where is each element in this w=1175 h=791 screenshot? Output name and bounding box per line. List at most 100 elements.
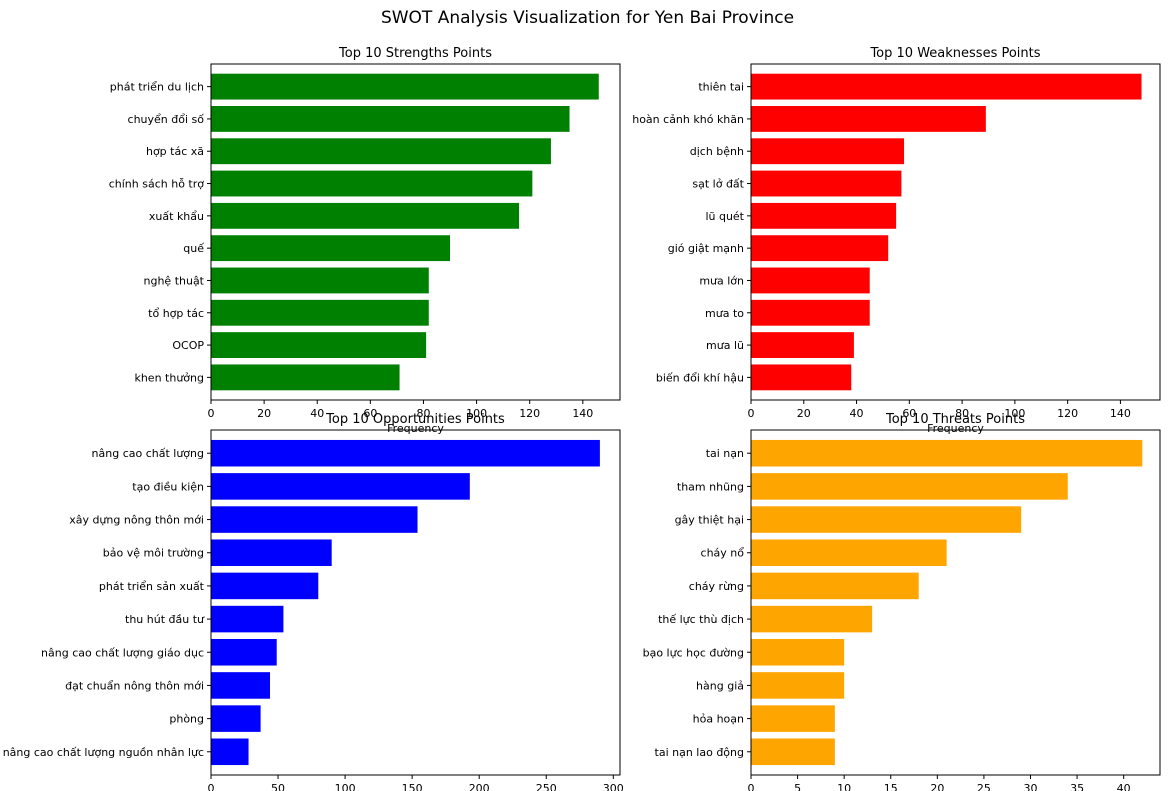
threats-xtick-label: 0 [748,782,755,791]
weaknesses-xtick-label: 140 [1110,407,1131,420]
opportunities-bar [211,473,470,500]
threats-category-label: bạo lực học đường [643,646,744,659]
threats-xtick-label: 20 [930,782,944,791]
weaknesses-category-label: gió giật mạnh [668,242,744,255]
strengths-category-label: tổ hợp tác [148,307,204,320]
strengths-category-label: xuất khẩu [149,210,204,223]
threats-xtick-label: 10 [837,782,851,791]
threats-plot-frame [750,429,1161,776]
opportunities-xtick-label: 50 [271,782,285,791]
threats-xtick-label: 30 [1023,782,1037,791]
weaknesses-xtick-label: 40 [850,407,864,420]
weaknesses-bar [751,235,889,262]
opportunities-bar [211,439,600,467]
strengths-bar [211,138,551,165]
opportunities-bar [211,672,271,699]
threats-category-label: tham nhũng [677,480,744,493]
threats-category-label: cháy nổ [701,547,745,560]
threats-xtick-label: 40 [1117,782,1131,791]
opportunities-xtick-label: 300 [603,782,624,791]
opportunities-xtick-label: 150 [402,782,423,791]
weaknesses-bar [751,299,870,326]
threats-category-label: gây thiệt hại [675,514,744,527]
opportunities-category-label: nâng cao chất lượng [92,447,204,460]
opportunities-category-label: nâng cao chất lượng nguồn nhân lực [3,746,204,759]
weaknesses-bar [751,364,852,391]
weaknesses-bar [751,267,870,294]
strengths-xtick-label: 140 [572,407,593,420]
opportunities-xtick-label: 0 [208,782,215,791]
strengths-bar [211,267,429,294]
threats-bar [751,539,947,567]
strengths-category-label: quế [183,242,204,255]
weaknesses-category-label: mưa lũ [706,339,744,352]
threats-panel-title: Top 10 Threats Points [885,412,1025,427]
strengths-plot-frame [210,63,621,401]
opportunities-bar [211,506,418,533]
opportunities-category-label: tạo điều kiện [132,480,204,493]
strengths-bar [211,364,400,391]
strengths-category-label: khen thưởng [134,371,204,384]
opportunities-xtick-label: 250 [536,782,557,791]
weaknesses-bar [751,170,902,197]
weaknesses-bar [751,202,897,229]
weaknesses-bar [751,73,1142,100]
threats-xtick-label: 5 [794,782,801,791]
threats-bar [751,605,873,633]
opportunities-category-label: phát triển sản xuất [99,580,205,593]
threats-category-label: cháy rừng [689,580,744,593]
weaknesses-category-label: thiên tai [698,81,744,94]
threats-category-label: tai nạn [706,447,744,460]
opportunities-bar [211,605,284,633]
weaknesses-category-label: mưa lớn [699,274,744,287]
opportunities-xtick-label: 200 [469,782,490,791]
strengths-bar [211,106,570,132]
opportunities-xtick-label: 100 [335,782,356,791]
strengths-xtick-label: 20 [257,407,271,420]
opportunities-category-label: bảo vệ môi trường [103,547,204,560]
threats-xtick-label: 35 [1070,782,1084,791]
strengths-category-label: nghệ thuật [144,274,205,287]
opportunities-plot-frame [210,429,621,776]
threats-category-label: hỏa hoạn [693,713,744,726]
opportunities-category-label: đạt chuẩn nông thôn mới [65,679,204,692]
weaknesses-xtick-label: 100 [1004,407,1025,420]
weaknesses-category-label: dịch bệnh [690,145,744,158]
weaknesses-category-label: biến đổi khí hậu [656,371,744,384]
weaknesses-category-label: hoàn cảnh khó khăn [632,113,744,126]
weaknesses-bar [751,106,986,132]
threats-bar [751,638,845,666]
opportunities-bar [211,638,277,666]
threats-bar [751,506,1022,533]
weaknesses-category-label: lũ quét [705,210,744,223]
weaknesses-xlabel: Frequency [927,422,984,435]
weaknesses-xtick-label: 120 [1057,407,1078,420]
opportunities-category-label: xây dựng nông thôn mới [69,514,204,527]
strengths-bar [211,235,451,262]
opportunities-bar [211,705,261,732]
weaknesses-bar [751,332,854,358]
strengths-bar [211,332,427,358]
weaknesses-category-label: mưa to [705,307,744,320]
strengths-bar [211,202,520,229]
opportunities-category-label: nâng cao chất lượng giáo dục [41,646,204,659]
strengths-xtick-label: 100 [466,407,487,420]
opportunities-bar [211,572,319,600]
opportunities-panel-title: Top 10 Opportunities Points [325,412,505,427]
threats-bar [751,705,835,732]
strengths-category-label: phát triển du lịch [110,81,204,94]
strengths-xtick-label: 80 [416,407,430,420]
strengths-bar [211,170,533,197]
weaknesses-chart: Top 10 Weaknesses Points thiên tai hoàn cả… [632,46,1161,435]
strengths-bar [211,299,429,326]
opportunities-category-label: phòng [169,713,204,726]
weaknesses-xtick-label: 0 [748,407,755,420]
strengths-category-label: chuyển đổi số [128,113,205,126]
strengths-xlabel: Frequency [387,422,444,435]
strengths-bar [211,73,599,100]
opportunities-bar [211,539,332,567]
strengths-category-label: hợp tác xã [146,145,204,158]
opportunities-category-label: thu hút đầu tư [125,613,205,626]
threats-bar [751,738,835,766]
opportunities-bar [211,738,249,766]
